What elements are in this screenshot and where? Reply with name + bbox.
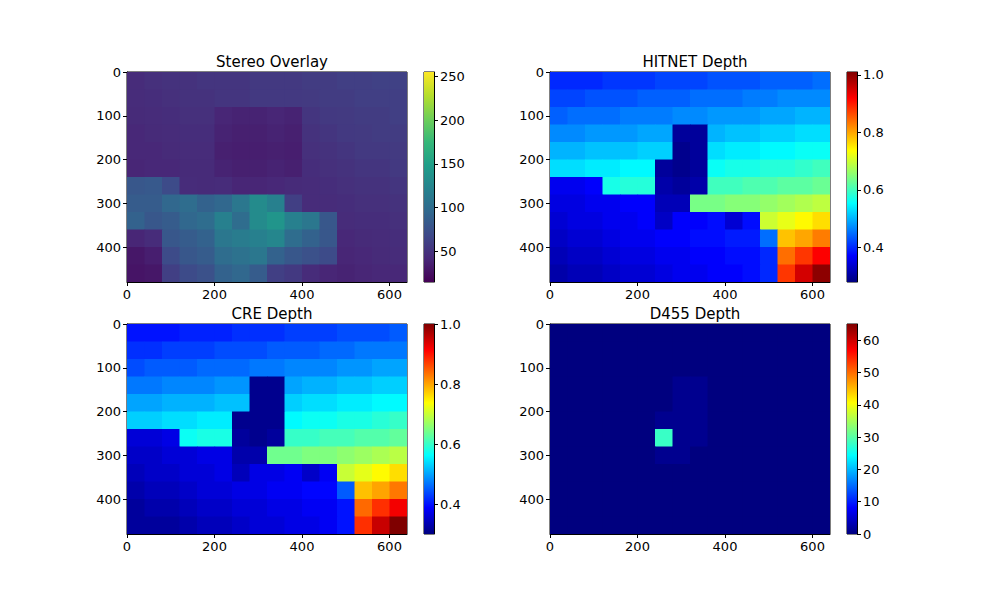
svg-text:200: 200	[625, 287, 650, 302]
svg-text:50: 50	[440, 244, 457, 259]
svg-text:600: 600	[377, 287, 402, 302]
svg-text:Stereo Overlay: Stereo Overlay	[216, 53, 328, 71]
svg-text:200: 200	[625, 539, 650, 554]
svg-text:200: 200	[440, 113, 465, 128]
svg-text:300: 300	[96, 448, 121, 463]
svg-text:CRE Depth: CRE Depth	[232, 305, 313, 323]
svg-text:600: 600	[800, 539, 825, 554]
svg-text:400: 400	[713, 287, 738, 302]
svg-text:0: 0	[536, 65, 544, 80]
svg-text:50: 50	[863, 365, 880, 380]
svg-text:0.4: 0.4	[440, 497, 461, 512]
svg-text:400: 400	[96, 240, 121, 255]
svg-text:100: 100	[519, 360, 544, 375]
svg-text:100: 100	[96, 108, 121, 123]
svg-text:0: 0	[123, 539, 131, 554]
svg-text:0: 0	[546, 287, 554, 302]
svg-text:0: 0	[113, 65, 121, 80]
svg-text:D455 Depth: D455 Depth	[650, 305, 741, 323]
svg-text:0.6: 0.6	[440, 437, 461, 452]
svg-text:0: 0	[123, 287, 131, 302]
svg-text:600: 600	[377, 539, 402, 554]
svg-text:10: 10	[863, 494, 880, 509]
svg-text:0.8: 0.8	[863, 125, 884, 140]
svg-text:100: 100	[96, 360, 121, 375]
svg-text:HITNET Depth: HITNET Depth	[642, 53, 747, 71]
svg-text:600: 600	[800, 287, 825, 302]
svg-text:0: 0	[536, 317, 544, 332]
svg-text:0.6: 0.6	[863, 182, 884, 197]
svg-text:200: 200	[96, 404, 121, 419]
svg-text:400: 400	[519, 492, 544, 507]
svg-text:400: 400	[290, 287, 315, 302]
svg-text:20: 20	[863, 462, 880, 477]
svg-text:250: 250	[440, 69, 465, 84]
svg-text:300: 300	[519, 196, 544, 211]
svg-text:200: 200	[519, 404, 544, 419]
svg-text:30: 30	[863, 430, 880, 445]
svg-text:40: 40	[863, 397, 880, 412]
svg-text:100: 100	[440, 200, 465, 215]
svg-text:0: 0	[546, 539, 554, 554]
svg-text:1.0: 1.0	[863, 67, 884, 82]
svg-text:300: 300	[96, 196, 121, 211]
svg-text:100: 100	[519, 108, 544, 123]
svg-text:0: 0	[863, 527, 871, 542]
svg-text:400: 400	[519, 240, 544, 255]
svg-text:0.8: 0.8	[440, 377, 461, 392]
svg-text:400: 400	[290, 539, 315, 554]
svg-text:400: 400	[713, 539, 738, 554]
svg-text:300: 300	[519, 448, 544, 463]
svg-text:200: 200	[519, 152, 544, 167]
svg-text:0.4: 0.4	[863, 240, 884, 255]
svg-text:1.0: 1.0	[440, 317, 461, 332]
svg-text:200: 200	[202, 539, 227, 554]
svg-text:400: 400	[96, 492, 121, 507]
svg-text:150: 150	[440, 156, 465, 171]
svg-text:200: 200	[202, 287, 227, 302]
svg-text:0: 0	[113, 317, 121, 332]
svg-text:200: 200	[96, 152, 121, 167]
svg-text:60: 60	[863, 333, 880, 348]
